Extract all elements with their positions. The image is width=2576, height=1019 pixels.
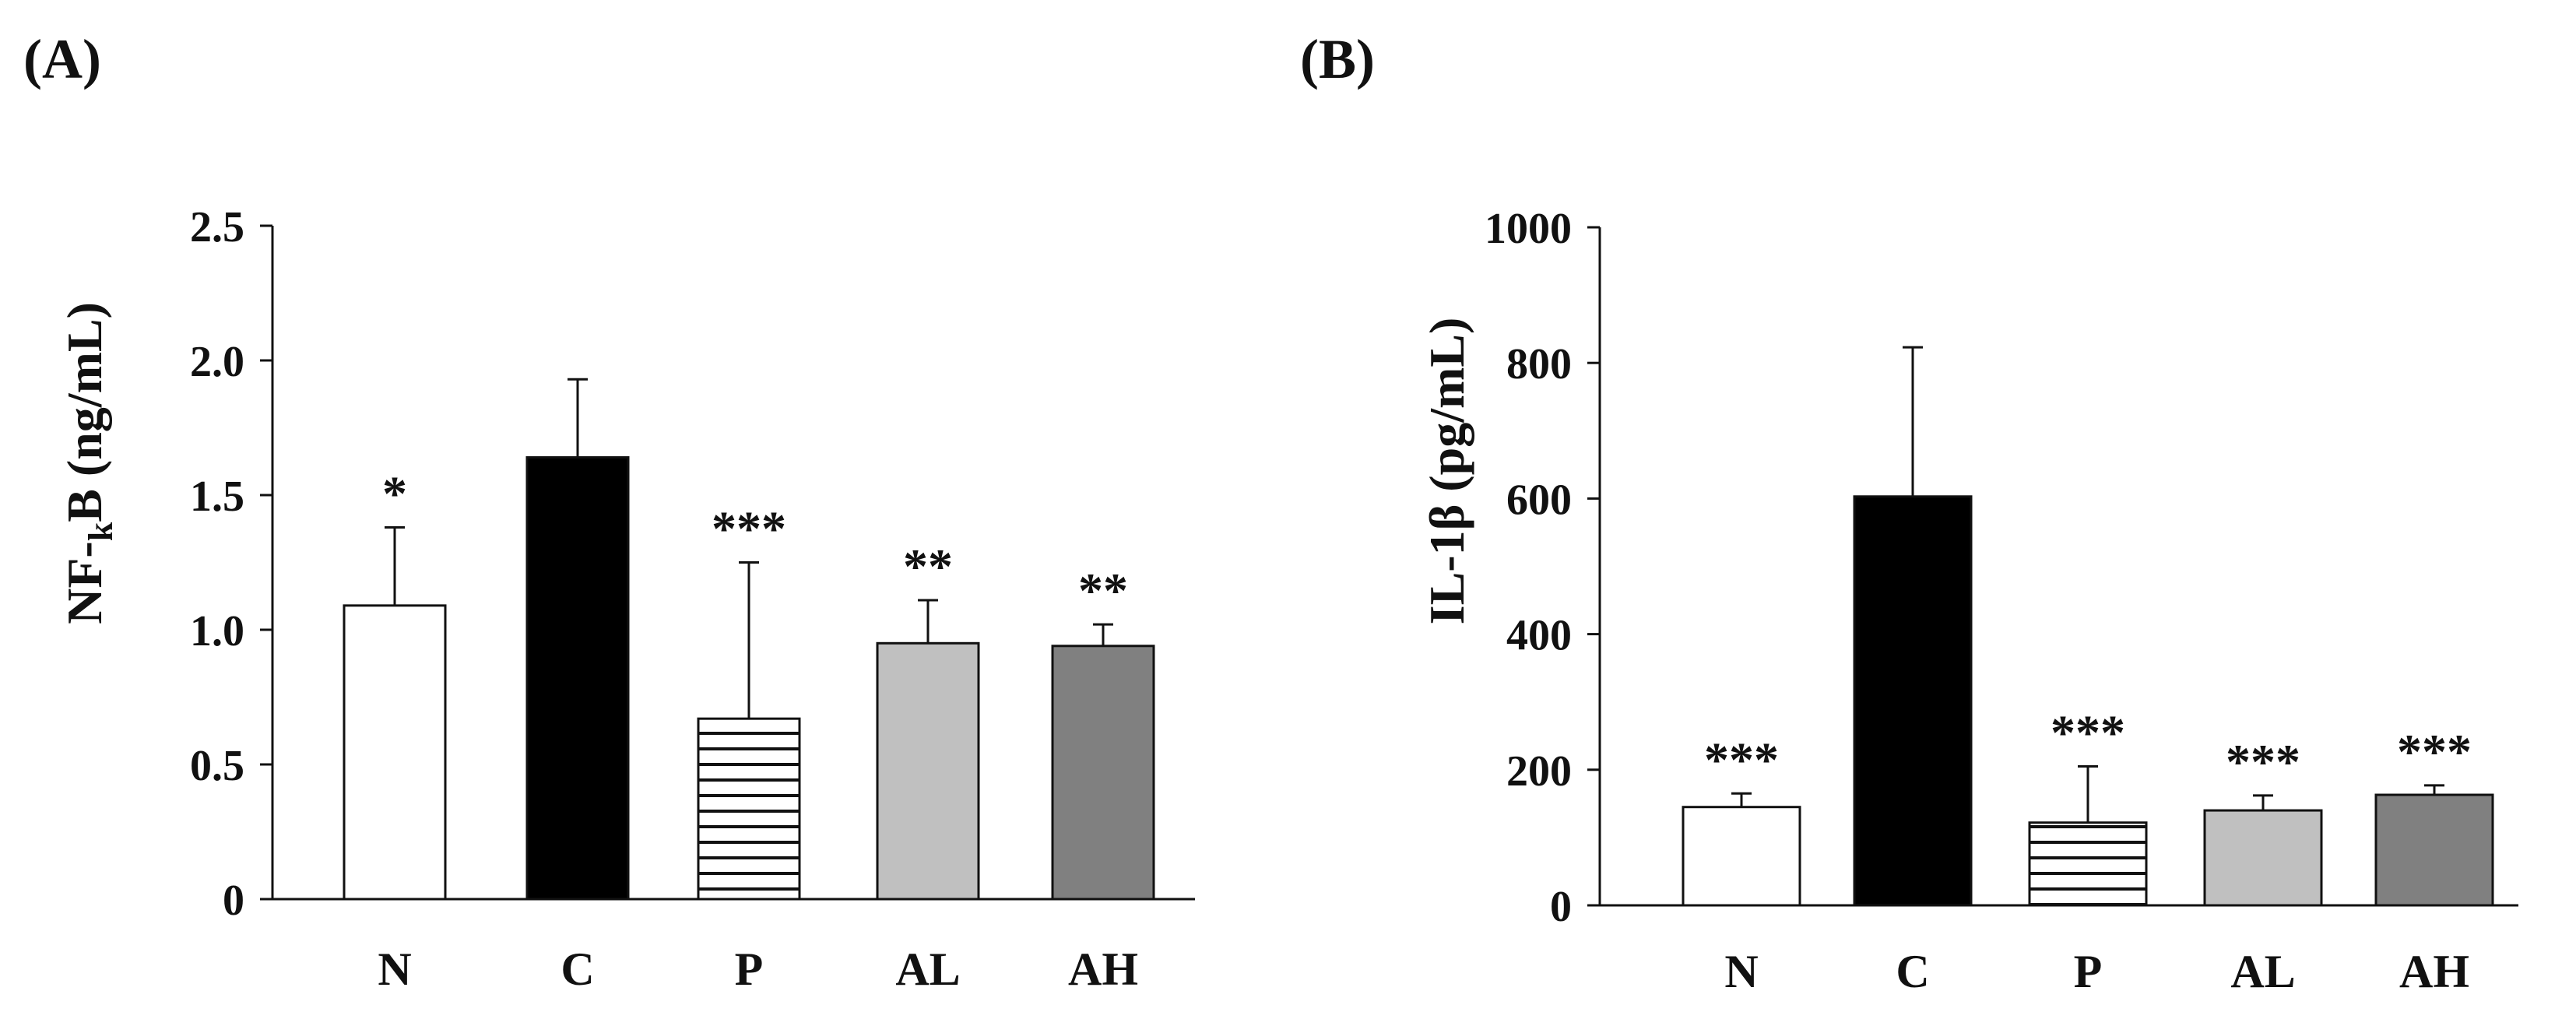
panel-a: (A) NF-kB (ng/mL) 00.51.01.52.02.5*N C***…: [23, 28, 1195, 995]
x-category-label-b: P: [2074, 946, 2103, 997]
bar-a-AH: [1051, 645, 1155, 901]
y-tick-label-b: 1000: [1485, 205, 1572, 253]
y-axis-title-a: NF-kB (ng/mL): [57, 302, 120, 624]
panel-label-a: (A): [23, 28, 101, 90]
bar-b-N: [1682, 806, 1801, 907]
significance-b-P: ***: [2051, 705, 2125, 760]
y-tick-label-a: 1.5: [190, 473, 244, 521]
x-category-label-a: C: [561, 943, 594, 995]
y-tick-label-b: 0: [1550, 883, 1572, 931]
panel-b: (B) IL-1β (pg/mL) 0 200 400 600 800 1000 *** N C…: [1300, 28, 2518, 997]
significance-a-P: ***: [712, 501, 786, 557]
y-title-b-text: IL-1β (pg/mL): [1419, 318, 1474, 625]
significance-b-AH: ***: [2397, 724, 2472, 779]
x-category-label-a: AH: [1068, 943, 1138, 995]
y-tick-label-b: 600: [1506, 476, 1572, 524]
x-category-label-b: AH: [2399, 946, 2469, 997]
bar-b-AL: [2203, 809, 2323, 907]
panel-label-b: (B): [1300, 28, 1375, 90]
y-tick-label-b: 800: [1506, 340, 1572, 388]
y-tick-label-a: 0.5: [190, 742, 244, 790]
bar-b-AH: [2374, 793, 2494, 907]
bar-a-C: [525, 456, 630, 901]
bar-a-AL: [876, 641, 980, 901]
x-category-label-a: N: [378, 943, 411, 995]
significance-a-N: *: [382, 466, 407, 522]
significance-a-AL: **: [903, 539, 953, 594]
y-tick-label-b: 200: [1506, 747, 1572, 796]
y-tick-label-a: 1.0: [190, 607, 244, 655]
x-category-label-b: C: [1896, 946, 1929, 997]
x-category-label-a: P: [735, 943, 764, 995]
x-category-label-a: AL: [895, 943, 960, 995]
y-axis-title-b: IL-1β (pg/mL): [1419, 318, 1474, 625]
bar-a-N: [343, 604, 447, 901]
bar-chart-a: 0 0.5 1.0 1.5 2.0 2.5 * N C *** P ** AL ** AH: [190, 203, 1195, 995]
bar-b-C: [1853, 495, 1973, 907]
y-tick-label-a: 2.0: [190, 338, 244, 386]
bar-chart-b: 0 200 400 600 800 1000 *** N C *** P *** AL *** AH: [1485, 205, 2518, 997]
y-title-a-sub: k: [82, 522, 120, 541]
y-title-a-part1: NF-: [57, 541, 112, 624]
significance-b-AL: ***: [2226, 734, 2300, 789]
y-title-a-part2: B (ng/mL): [57, 302, 112, 522]
significance-a-AH: **: [1078, 563, 1128, 618]
bar-a-P: [697, 717, 801, 901]
y-tick-label-a: 2.5: [190, 203, 244, 251]
x-category-label-b: N: [1724, 946, 1758, 997]
y-tick-label-b: 400: [1506, 612, 1572, 660]
significance-b-N: ***: [1704, 732, 1779, 787]
y-tick-label-a: 0: [223, 877, 244, 925]
x-category-label-b: AL: [2230, 946, 2295, 997]
bar-b-P: [2028, 821, 2148, 907]
